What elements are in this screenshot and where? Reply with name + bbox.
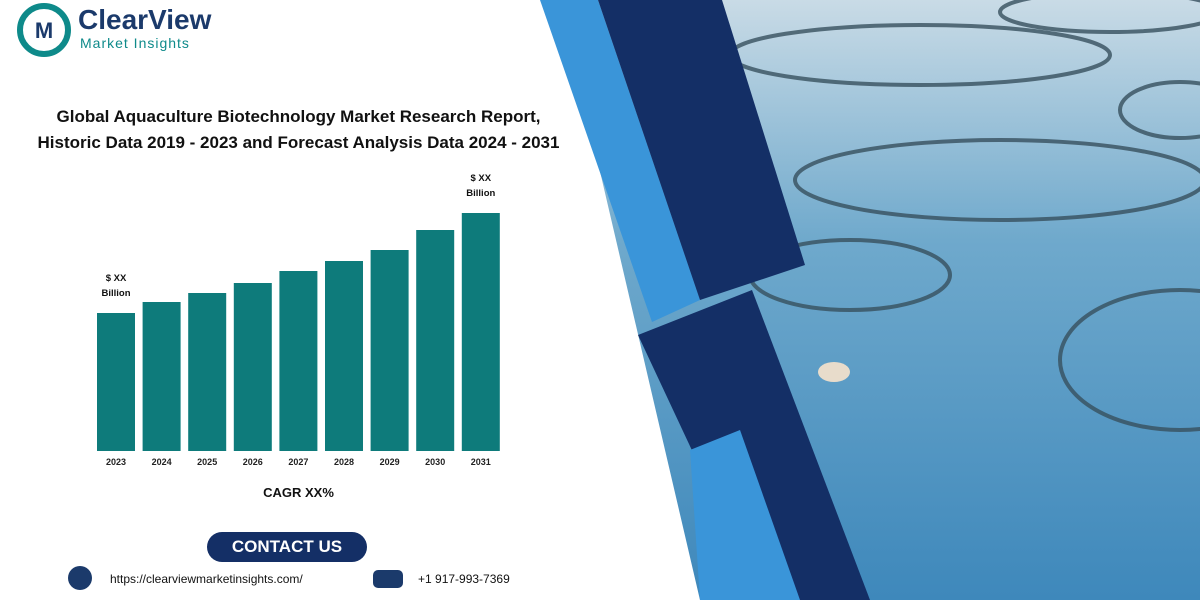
logo-ring	[17, 3, 71, 57]
chart-caption: CAGR XX%	[263, 485, 334, 500]
x-tick-label: 2028	[334, 457, 354, 467]
x-tick-label: 2027	[288, 457, 308, 467]
bar	[279, 271, 318, 451]
stripe-navy	[598, 0, 805, 300]
x-tick-label: 2023	[106, 457, 126, 467]
value-label: $ XX Billion	[101, 273, 131, 299]
bar	[188, 293, 227, 451]
x-tick-label: 2031	[471, 457, 491, 467]
bar	[370, 250, 409, 451]
logo-mark: M	[35, 18, 53, 43]
contact-button-bg	[207, 532, 367, 562]
contact-button[interactable]: CONTACT US	[231, 537, 343, 556]
x-tick-label: 2026	[243, 457, 263, 467]
phone-icon	[373, 570, 403, 588]
buoy	[818, 362, 850, 382]
stripe-light	[540, 0, 700, 322]
x-tick-label: 2029	[380, 457, 400, 467]
title-line: Historic Data 2019 - 2023 and Forecast A…	[37, 133, 560, 152]
stripe-light	[690, 430, 800, 600]
bar	[97, 313, 135, 451]
website[interactable]: https://clearviewmarketinsights.com/	[110, 572, 303, 586]
bar	[325, 261, 363, 451]
x-tick-label: 2024	[152, 457, 172, 467]
brand-name: ClearView	[78, 4, 212, 35]
bar	[461, 213, 500, 451]
phone: +1 917-993-7369	[418, 572, 510, 586]
stripe-navy	[638, 290, 870, 600]
title-line: Global Aquaculture Biotechnology Market …	[56, 107, 541, 126]
chart: 2023 2024 2025 2026 2027 2028 2029 2030 2031	[97, 213, 500, 467]
x-tick-label: 2025	[197, 457, 217, 467]
value-label: $ XX Billion	[466, 173, 496, 199]
bar	[416, 230, 455, 451]
brand-tagline: Market Insights	[80, 35, 190, 51]
bar	[142, 302, 181, 451]
globe-icon	[68, 566, 92, 590]
fish-pens	[728, 0, 1200, 432]
bar	[233, 283, 272, 451]
x-tick-label: 2030	[425, 457, 445, 467]
